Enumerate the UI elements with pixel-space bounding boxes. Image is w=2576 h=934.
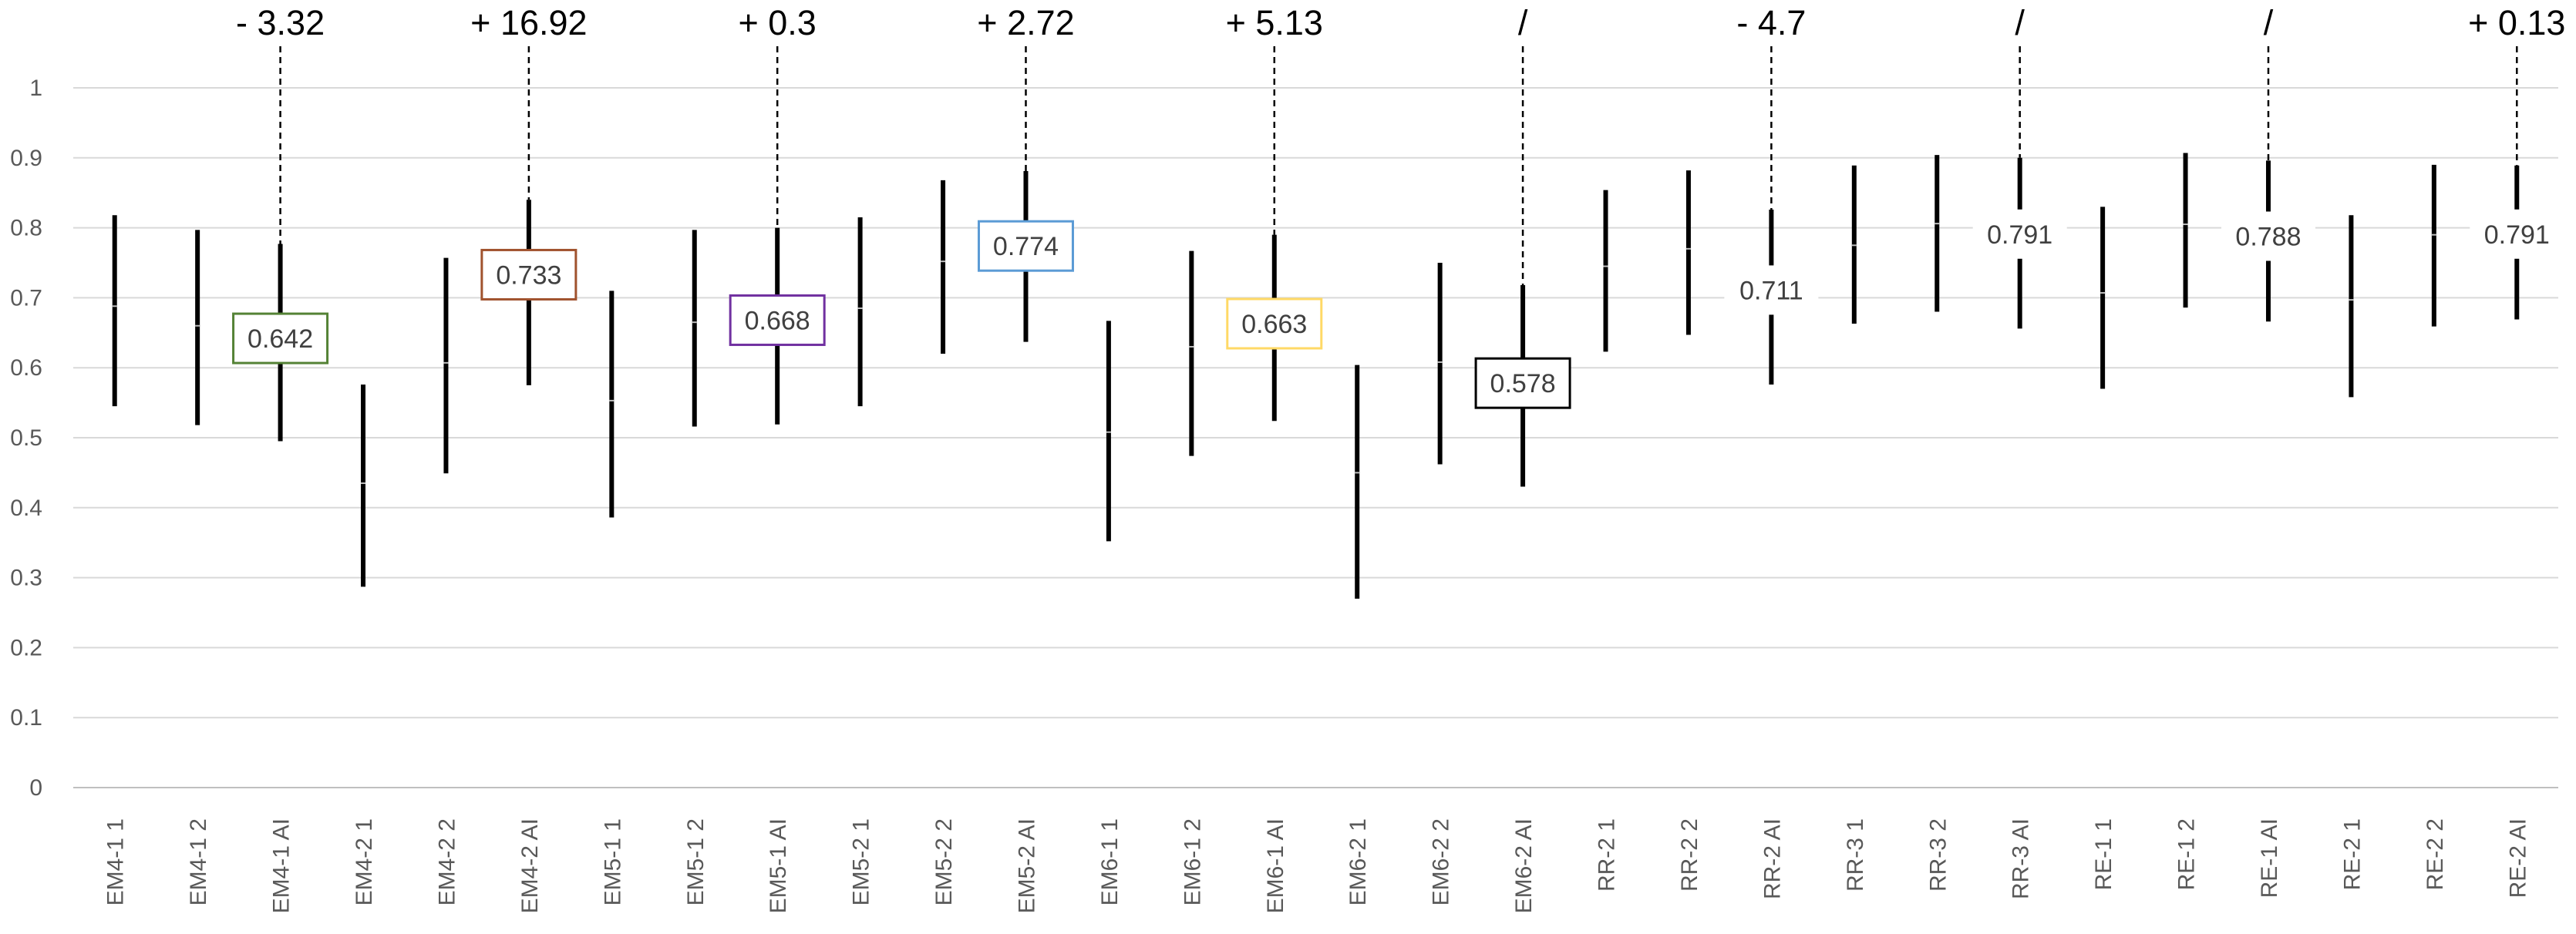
value-label-box [1226,297,1323,350]
value-label-box [1972,209,2067,259]
x-tick-label: EM4-2 AI [517,818,543,913]
x-tick-label: RR-2 1 [1594,818,1620,892]
annotations: - 3.32 + 16.92 + 0.3 + 2.72 + 5.13 / - 4.7 / / + … [236,3,2565,286]
delta-annotation: + 0.3 [739,3,817,42]
x-tick-label: RR-3 1 [1843,818,1868,892]
value-label-box [1474,357,1571,409]
value-label: 0.642 [247,324,313,354]
value-label: 0.578 [1490,369,1556,398]
x-tick-label: EM6-1 2 [1180,818,1205,905]
range-bars [112,153,2520,599]
x-tick-label: EM4-2 1 [352,818,377,905]
x-tick-label: RE-2 1 [2339,818,2365,890]
x-tick-label: RR-3 2 [1925,818,1951,892]
value-label: 0.711 [1739,276,1803,305]
delta-annotation: + 0.13 [2468,3,2565,42]
x-tick-label: EM5-2 AI [1014,818,1039,913]
x-tick-label: EM5-1 2 [683,818,709,905]
x-tick-label: EM4-1 AI [269,818,295,913]
x-axis-ticks: EM4-1 1 EM4-1 2 EM4-1 AI EM4-2 1 EM4-2 2 EM4-… [103,818,2531,913]
y-tick-label: 0.7 [10,285,42,311]
y-tick-label: 0.3 [10,566,42,591]
delta-annotation: - 3.32 [236,3,325,42]
x-tick-label: EM5-2 2 [931,818,957,905]
x-tick-label: EM4-1 1 [103,818,129,905]
value-label: 0.791 [2484,220,2550,250]
value-label-box [2470,209,2564,259]
value-label-box [2221,211,2315,261]
x-tick-label: EM4-1 2 [186,818,211,905]
x-tick-label: EM5-1 1 [600,818,625,905]
value-label-box [729,294,826,346]
value-label: 0.774 [993,232,1059,261]
x-tick-label: EM6-2 1 [1345,818,1371,905]
x-tick-label: EM6-1 1 [1097,818,1123,905]
delta-annotation: / [1518,3,1528,42]
y-axis-ticks: 0 0.1 0.2 0.3 0.4 0.5 0.6 0.7 0.8 0.9 1 [10,76,42,801]
value-label: 0.733 [496,260,561,290]
x-tick-label: EM5-1 AI [766,818,791,913]
delta-annotation: - 4.7 [1736,3,1806,42]
value-label-box [1724,265,1819,315]
x-tick-label: RE-1 2 [2174,818,2200,890]
x-tick-label: RE-2 2 [2423,818,2448,890]
value-label-box [480,248,577,301]
x-tick-label: RR-2 AI [1759,818,1785,899]
y-tick-label: 0.5 [10,425,42,451]
y-tick-label: 0.6 [10,355,42,381]
x-tick-label: RE-2 AI [2505,818,2531,898]
value-label-box [232,312,329,365]
value-label: 0.663 [1241,310,1307,339]
x-tick-label: EM6-2 2 [1429,818,1454,905]
y-tick-label: 0.9 [10,146,42,171]
x-tick-label: EM6-2 AI [1511,818,1537,913]
delta-annotation: + 5.13 [1226,3,1323,42]
value-label: 0.668 [745,306,810,335]
delta-annotation: / [2264,3,2274,42]
y-tick-label: 0.8 [10,216,42,241]
x-tick-label: EM5-2 1 [849,818,874,905]
y-tick-label: 0.4 [10,496,42,521]
delta-annotation: / [2015,3,2025,42]
y-tick-label: 0.2 [10,635,42,660]
delta-annotation: + 16.92 [470,3,587,42]
value-labels: 0.642 0.733 0.668 0.774 0.663 0.578 0.711 0.791… [232,209,2564,409]
value-label-box [977,220,1074,272]
y-tick-label: 0.1 [10,705,42,731]
value-label: 0.791 [1987,220,2052,250]
x-tick-label: EM6-1 AI [1263,818,1288,913]
gridlines [73,87,2558,788]
x-tick-label: RE-1 1 [2091,818,2116,890]
y-tick-label: 1 [29,76,42,101]
y-tick-label: 0 [29,775,42,801]
delta-annotation: + 2.72 [977,3,1074,42]
x-tick-label: RE-1 AI [2257,818,2282,898]
x-tick-label: RR-2 2 [1677,818,1702,892]
x-tick-label: RR-3 AI [2009,818,2034,899]
x-tick-label: EM4-2 2 [434,818,460,905]
value-label: 0.788 [2235,222,2301,251]
